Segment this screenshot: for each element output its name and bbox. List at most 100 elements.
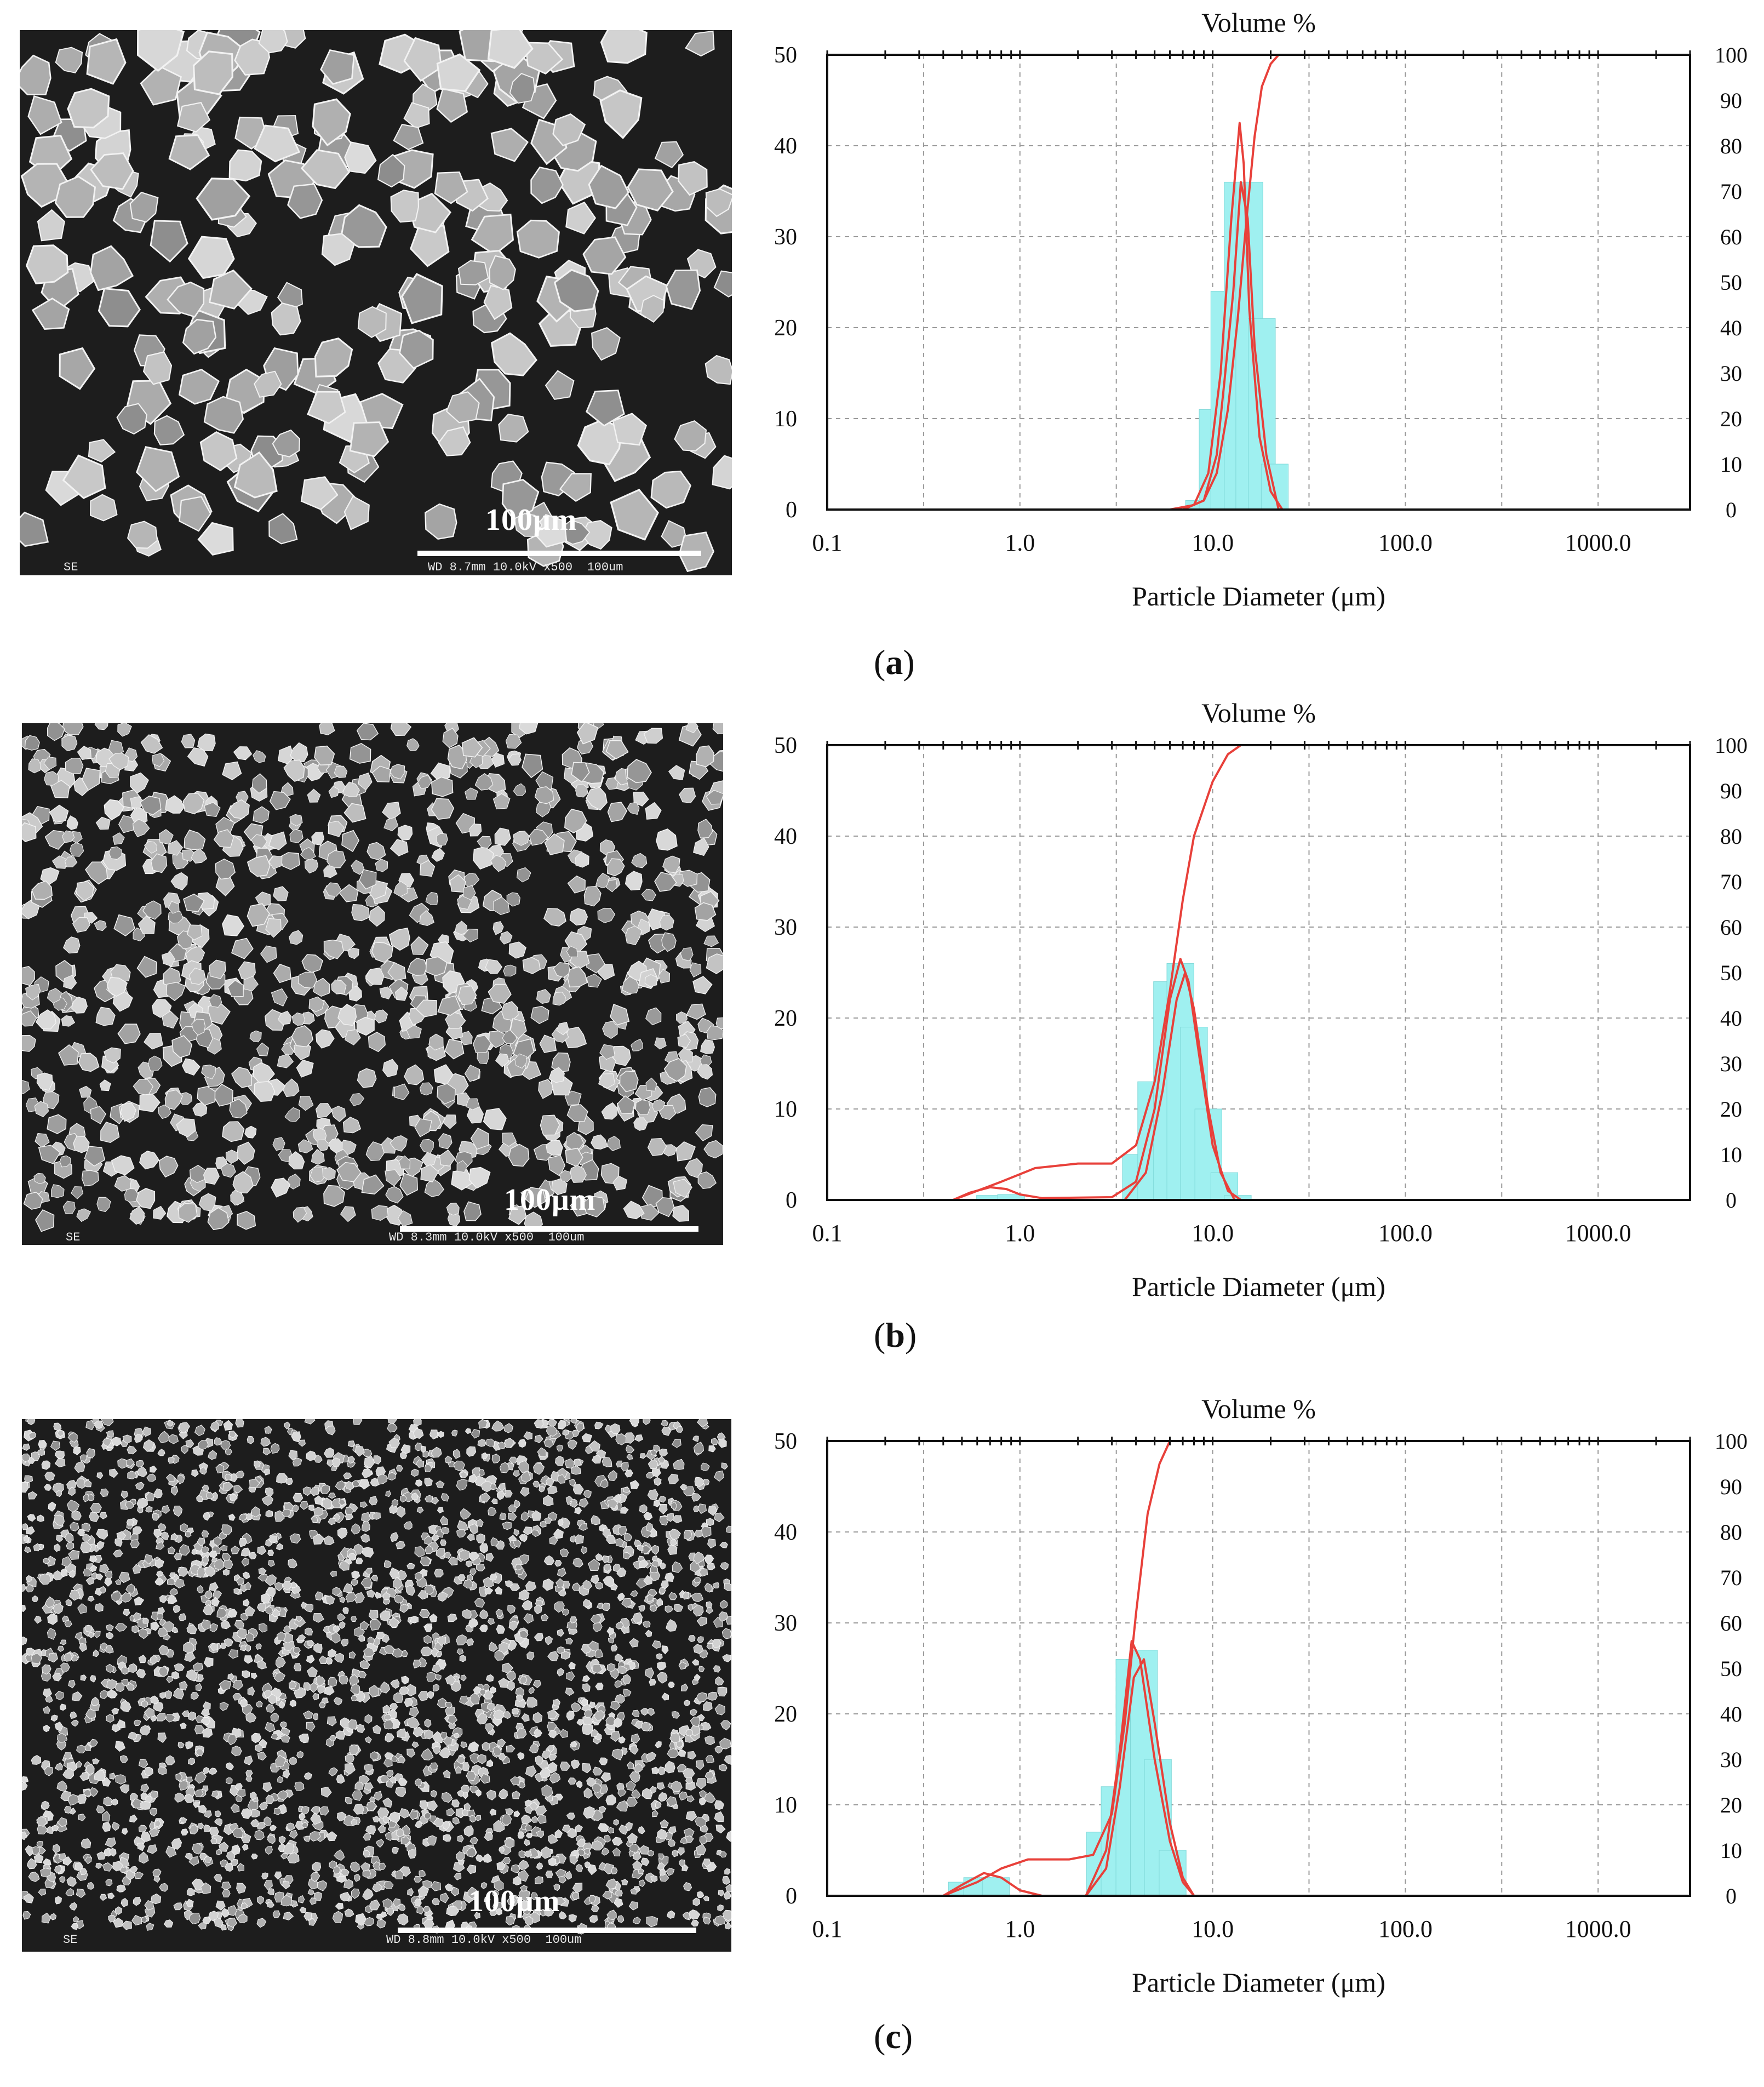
particle-grain [353, 1873, 360, 1882]
particle-grain [298, 1895, 305, 1903]
particle-grain [276, 1631, 287, 1642]
particle-grain [517, 1831, 525, 1839]
particle-grain [480, 1492, 491, 1503]
particle-grain [58, 1853, 67, 1861]
particle-grain [623, 1533, 632, 1542]
y-tick-label-right: 10 [1720, 452, 1742, 477]
particle-grain [76, 1760, 82, 1768]
particle-grain [696, 1616, 707, 1627]
particle-grain [33, 1853, 44, 1863]
particle-grain [526, 1697, 538, 1708]
particle-grain [408, 1810, 418, 1820]
particle-grain [723, 1890, 731, 1900]
particle-grain [485, 1553, 494, 1562]
particle-grain [447, 1714, 458, 1725]
particle-grain [551, 1052, 571, 1073]
particle-grain [447, 745, 467, 770]
particle-grain [47, 988, 62, 1004]
particle-grain [351, 1570, 360, 1580]
particle-grain [383, 1560, 392, 1569]
particle-grain [519, 1900, 529, 1911]
particle-grain [197, 1086, 216, 1106]
particle-grain [379, 986, 393, 999]
particle-grain [425, 891, 438, 905]
particle-grain [146, 1923, 154, 1931]
particle-grain [545, 1478, 554, 1486]
particle-grain [535, 1755, 543, 1765]
particle-grain [457, 1520, 469, 1533]
particle-grain [159, 1156, 179, 1178]
y-tick-label-right: 0 [1726, 1884, 1737, 1908]
particle-grain [65, 1533, 74, 1543]
particle-grain [232, 1827, 244, 1838]
particle-grain [161, 951, 175, 967]
particle-grain [256, 1660, 267, 1669]
particle-grain [130, 1866, 138, 1873]
particle-grain [444, 1038, 465, 1060]
particle-grain [359, 1621, 369, 1630]
particle-grain [463, 885, 476, 901]
particle-grain [513, 831, 530, 846]
particle-grain [87, 1882, 95, 1890]
particle-grain [539, 1485, 545, 1493]
particle-grain [197, 522, 234, 556]
particle-grain [150, 1621, 160, 1631]
particle-grain [516, 1694, 523, 1702]
particle-grain [651, 1545, 660, 1555]
particle-grain [277, 1790, 288, 1800]
particle-grain [394, 986, 409, 1001]
particle-grain [653, 1499, 661, 1507]
particle-grain [310, 1682, 318, 1693]
particle-grain [462, 1792, 468, 1799]
particle-grain [420, 1139, 434, 1154]
particle-grain [201, 1555, 209, 1564]
particle-grain [440, 1526, 450, 1534]
particle-grain [706, 1562, 715, 1570]
particle-grain [501, 1132, 517, 1147]
y-tick-label-right: 90 [1720, 1474, 1742, 1499]
particle-grain [184, 830, 206, 850]
particle-grain [483, 1108, 507, 1130]
particle-grain [553, 1883, 560, 1891]
particle-grain [33, 1543, 41, 1552]
particle-grain [239, 1538, 248, 1547]
particle-grain [410, 1615, 419, 1623]
particle-grain [669, 1733, 680, 1743]
particle-grain [276, 1543, 283, 1551]
particle-grain [144, 1554, 153, 1565]
particle-grain [617, 1665, 628, 1674]
particle-grain [104, 799, 124, 821]
particle-grain [362, 1547, 374, 1558]
particle-grain [474, 773, 494, 791]
particle-grain [243, 976, 259, 992]
particle-grain [68, 1679, 76, 1689]
particle-grain [317, 1685, 326, 1694]
particle-grain [406, 738, 420, 751]
x-tick-label: 0.1 [812, 529, 843, 556]
particle-grain [308, 1918, 316, 1926]
particle-grain [312, 1713, 319, 1720]
particle-grain [154, 1819, 161, 1828]
y-tick-label-right: 30 [1720, 361, 1742, 386]
particle-grain [592, 1783, 602, 1794]
particle-grain [677, 1749, 686, 1757]
particle-grain [530, 167, 564, 204]
particle-grain [75, 1862, 83, 1871]
particle-grain [606, 1535, 616, 1545]
particle-grain [725, 1525, 731, 1533]
particle-grain [26, 1575, 33, 1582]
particle-grain [131, 1914, 142, 1926]
particle-grain [22, 1010, 37, 1027]
particle-grain [599, 1053, 617, 1073]
particle-grain [294, 1781, 305, 1791]
particle-grain [532, 1462, 545, 1475]
particle-grain [648, 1460, 658, 1470]
particle-grain [380, 1610, 391, 1622]
particle-grain [301, 954, 323, 973]
y-tick-label-right: 20 [1720, 1097, 1742, 1122]
particle-grain [283, 759, 305, 782]
particle-grain [441, 1792, 453, 1803]
particle-grain [618, 1526, 627, 1536]
particle-grain [437, 1592, 448, 1602]
particle-grain [456, 1648, 464, 1655]
